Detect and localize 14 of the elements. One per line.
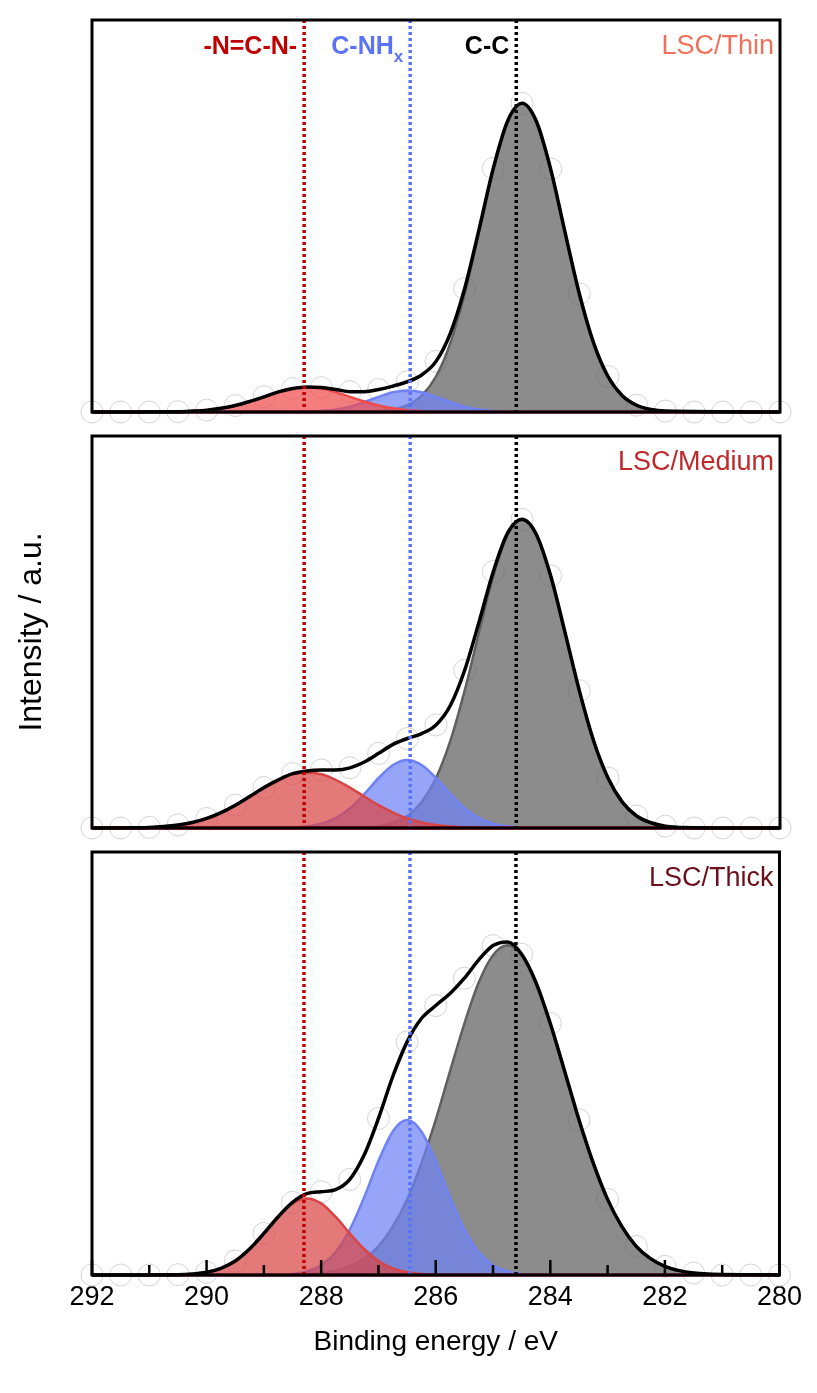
- x-tick-label: 280: [756, 1280, 803, 1311]
- x-axis-title: Binding energy / eV: [313, 1324, 559, 1356]
- ref-line-label: -N=C-N-: [203, 31, 298, 59]
- y-axis-title: Intensity / a.u.: [12, 532, 49, 732]
- x-tick-label: 290: [184, 1280, 230, 1311]
- x-tick-label: 284: [527, 1280, 573, 1311]
- ref-line-label: C-C: [464, 31, 510, 59]
- chart-title: LSC/Medium: [617, 446, 774, 476]
- chart-title: LSC/Thin: [661, 30, 774, 60]
- x-tick-label: 286: [413, 1280, 459, 1311]
- chart-title: LSC/Thick: [648, 862, 774, 892]
- x-tick-label: 292: [69, 1280, 115, 1311]
- x-tick-label: 288: [298, 1280, 344, 1311]
- x-tick-label: 282: [642, 1280, 688, 1311]
